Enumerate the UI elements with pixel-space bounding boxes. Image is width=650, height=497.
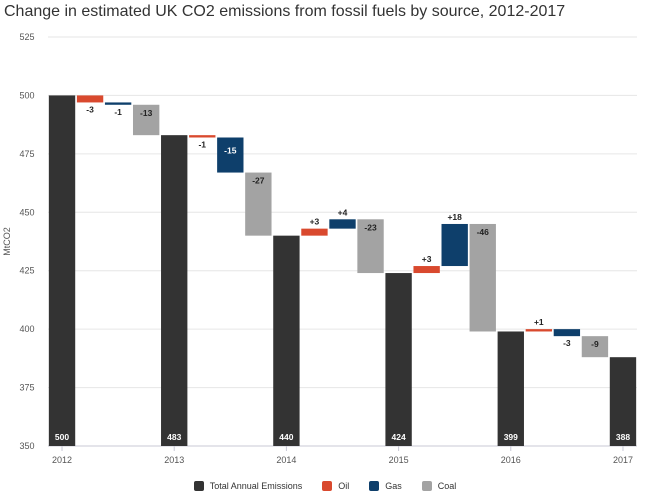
data-label: -27 — [252, 176, 265, 186]
bar-coal[interactable] — [132, 104, 160, 136]
axes: 350 375 400 425 450 475 500 525 MtCO2 2012 2013 201… — [2, 32, 633, 465]
x-tick-label: 2014 — [276, 455, 296, 465]
bar-oil[interactable] — [189, 135, 216, 138]
y-axis-label: MtCO2 — [2, 227, 12, 256]
bar-oil[interactable] — [301, 228, 328, 236]
bar-coal[interactable] — [357, 219, 384, 274]
bar-total[interactable] — [497, 331, 524, 446]
data-labels: 500 -3 -1 -13 483 -1 -15 -27 440 +3 +4 -23 424 +3 +18 -… — [55, 104, 630, 442]
y-tick-label: 525 — [19, 32, 34, 42]
data-label: -1 — [114, 107, 122, 117]
data-label: -9 — [591, 339, 599, 349]
y-tick-label: 450 — [19, 207, 34, 217]
y-tick-label: 425 — [19, 266, 34, 276]
bar-coal[interactable] — [581, 336, 609, 358]
legend-label-total: Total Annual Emissions — [209, 481, 303, 491]
data-label: +3 — [422, 254, 432, 264]
legend: Total Annual Emissions Oil Gas Coal — [0, 477, 650, 495]
data-label: +3 — [310, 217, 320, 227]
bar-oil[interactable] — [413, 266, 440, 274]
data-label: +4 — [338, 207, 348, 217]
data-label: +1 — [534, 317, 544, 327]
legend-label-gas: Gas — [385, 481, 402, 491]
bar-total[interactable] — [609, 357, 637, 446]
x-tick-label: 2016 — [501, 455, 521, 465]
bar-oil[interactable] — [76, 95, 104, 103]
data-label: 388 — [616, 432, 630, 442]
legend-label-coal: Coal — [437, 481, 457, 491]
data-label: -3 — [86, 104, 94, 114]
bar-gas[interactable] — [553, 329, 581, 337]
legend-item-coal[interactable]: Coal — [421, 481, 457, 491]
legend-swatch-coal — [421, 481, 432, 491]
bars — [48, 95, 637, 446]
gridlines — [48, 36, 637, 447]
legend-item-oil[interactable]: Oil — [322, 481, 349, 491]
y-tick-label: 475 — [19, 149, 34, 159]
y-tick-label: 350 — [19, 441, 34, 451]
bar-total[interactable] — [385, 273, 412, 446]
x-tick-label: 2012 — [52, 455, 72, 465]
bar-gas[interactable] — [217, 137, 244, 173]
bar-total[interactable] — [48, 95, 76, 446]
bar-gas[interactable] — [329, 219, 356, 229]
data-label: -13 — [140, 108, 153, 118]
bar-oil[interactable] — [525, 329, 553, 332]
legend-item-gas[interactable]: Gas — [369, 481, 402, 491]
y-tick-label: 375 — [19, 383, 34, 393]
data-label: -15 — [224, 145, 237, 155]
data-label: 483 — [167, 432, 181, 442]
legend-swatch-total — [193, 481, 204, 491]
x-tick-label: 2013 — [164, 455, 184, 465]
bar-coal[interactable] — [245, 172, 272, 236]
x-tick-label: 2015 — [389, 455, 409, 465]
bar-total[interactable] — [161, 135, 188, 446]
x-tick-label: 2017 — [613, 455, 633, 465]
data-label: 399 — [504, 432, 518, 442]
legend-swatch-oil — [322, 481, 333, 491]
data-label: 500 — [55, 432, 69, 442]
legend-item-total[interactable]: Total Annual Emissions — [193, 481, 303, 491]
y-tick-label: 400 — [19, 324, 34, 334]
bar-coal[interactable] — [469, 223, 496, 332]
bar-gas[interactable] — [441, 223, 468, 267]
y-tick-label: 500 — [19, 90, 34, 100]
legend-label-oil: Oil — [338, 481, 350, 491]
waterfall-chart: 500 -3 -1 -13 483 -1 -15 -27 440 +3 +4 -23 424 +3 +18 -… — [2, 32, 637, 465]
data-label: -3 — [563, 338, 571, 348]
bar-gas[interactable] — [104, 102, 132, 105]
data-label: 424 — [392, 432, 406, 442]
legend-swatch-gas — [369, 481, 380, 491]
data-label: 440 — [279, 432, 293, 442]
data-label: -23 — [364, 222, 377, 232]
data-label: +18 — [447, 212, 462, 222]
chart-title: Change in estimated UK CO2 emissions fro… — [4, 3, 566, 20]
data-label: -1 — [198, 139, 206, 149]
data-label: -46 — [477, 227, 490, 237]
bar-total[interactable] — [273, 235, 300, 446]
